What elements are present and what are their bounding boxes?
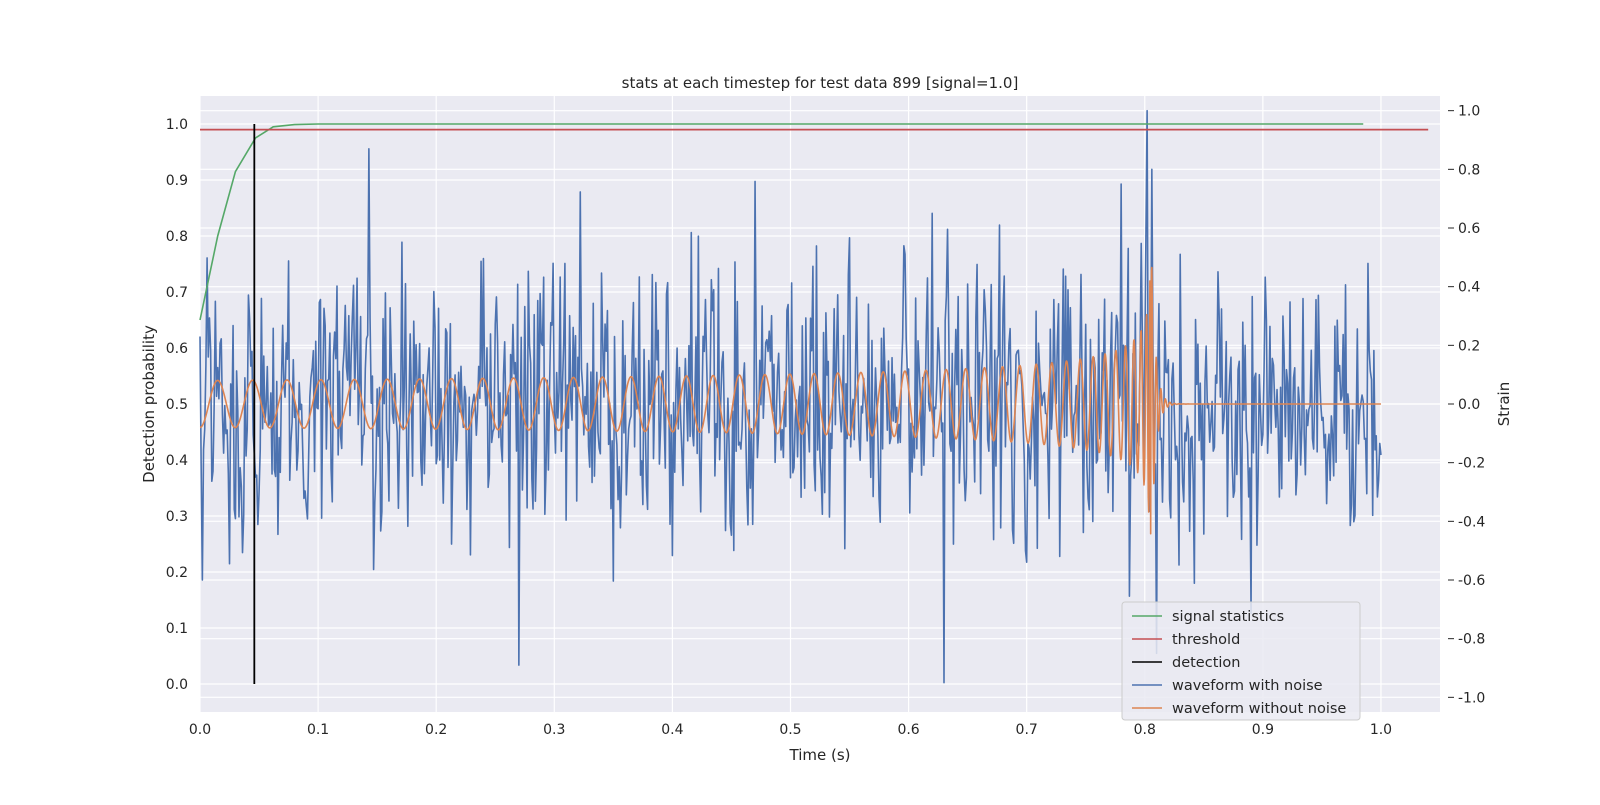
x-tick-label-10: 1.0 xyxy=(1370,722,1392,738)
x-tick-label-0: 0.0 xyxy=(189,722,211,738)
y-axis-left-label: Detection probability xyxy=(140,325,158,483)
x-tick-label-5: 0.5 xyxy=(779,722,801,738)
legend-label-signal-statistics: signal statistics xyxy=(1172,609,1284,625)
x-tick-label-7: 0.7 xyxy=(1016,722,1038,738)
series-waveform-with-noise xyxy=(199,109,1382,684)
series-signal-statistics xyxy=(199,123,1364,321)
x-tick-label-3: 0.3 xyxy=(543,722,565,738)
legend-label-threshold: threshold xyxy=(1172,632,1240,648)
y-left-tick-label-8: 0.8 xyxy=(166,229,188,245)
x-tick-label-8: 0.8 xyxy=(1134,722,1156,738)
y-right-tick-label-1: -0.8 xyxy=(1458,632,1485,648)
y-right-tick-label-6: 0.2 xyxy=(1458,338,1480,354)
legend-label-detection: detection xyxy=(1172,655,1240,671)
series-layer xyxy=(199,109,1429,684)
legend-label-waveform-with-noise: waveform with noise xyxy=(1172,678,1323,694)
x-tick-label-6: 0.6 xyxy=(897,722,919,738)
y-right-tick-label-7: 0.4 xyxy=(1458,280,1480,296)
legend: signal statistics threshold detection wa… xyxy=(1121,601,1361,721)
y-left-tick-label-5: 0.5 xyxy=(166,397,188,413)
chart-title: stats at each timestep for test data 899… xyxy=(622,74,1019,92)
y-right-tick-label-4: -0.2 xyxy=(1458,456,1485,472)
legend-box xyxy=(1121,601,1361,721)
y-left-tick-label-6: 0.6 xyxy=(166,341,188,357)
y-right-tick-label-10: 1.0 xyxy=(1458,104,1480,120)
y-right-tick-label-8: 0.6 xyxy=(1458,221,1480,237)
series-waveform-without-noise xyxy=(199,266,1382,535)
tick-layer: 0.0 0.1 0.2 0.3 0.4 0.5 0.6 0.7 0.8 0.9 1.0 0.0 0.1 0… xyxy=(166,104,1486,738)
y-axis-right-label: Strain xyxy=(1495,382,1513,426)
y-left-tick-label-9: 0.9 xyxy=(166,173,188,189)
y-right-tick-label-9: 0.8 xyxy=(1458,162,1480,178)
x-tick-label-1: 0.1 xyxy=(307,722,329,738)
y-right-tick-label-5: 0.0 xyxy=(1458,397,1480,413)
y-right-tick-label-0: -1.0 xyxy=(1458,690,1485,706)
x-axis-label: Time (s) xyxy=(789,746,851,764)
y-right-tick-label-3: -0.4 xyxy=(1458,514,1485,530)
y-right-tick-label-2: -0.6 xyxy=(1458,573,1485,589)
y-left-tick-label-4: 0.4 xyxy=(166,453,188,469)
y-left-tick-label-10: 1.0 xyxy=(166,117,188,133)
x-tick-label-9: 0.9 xyxy=(1252,722,1274,738)
y-left-tick-label-7: 0.7 xyxy=(166,285,188,301)
y-left-tick-label-1: 0.1 xyxy=(166,621,188,637)
legend-label-waveform-without-noise: waveform without noise xyxy=(1172,701,1346,717)
x-tick-label-4: 0.4 xyxy=(661,722,683,738)
y-left-tick-label-0: 0.0 xyxy=(166,677,188,693)
x-tick-label-2: 0.2 xyxy=(425,722,447,738)
y-left-tick-label-3: 0.3 xyxy=(166,509,188,525)
y-left-tick-label-2: 0.2 xyxy=(166,565,188,581)
